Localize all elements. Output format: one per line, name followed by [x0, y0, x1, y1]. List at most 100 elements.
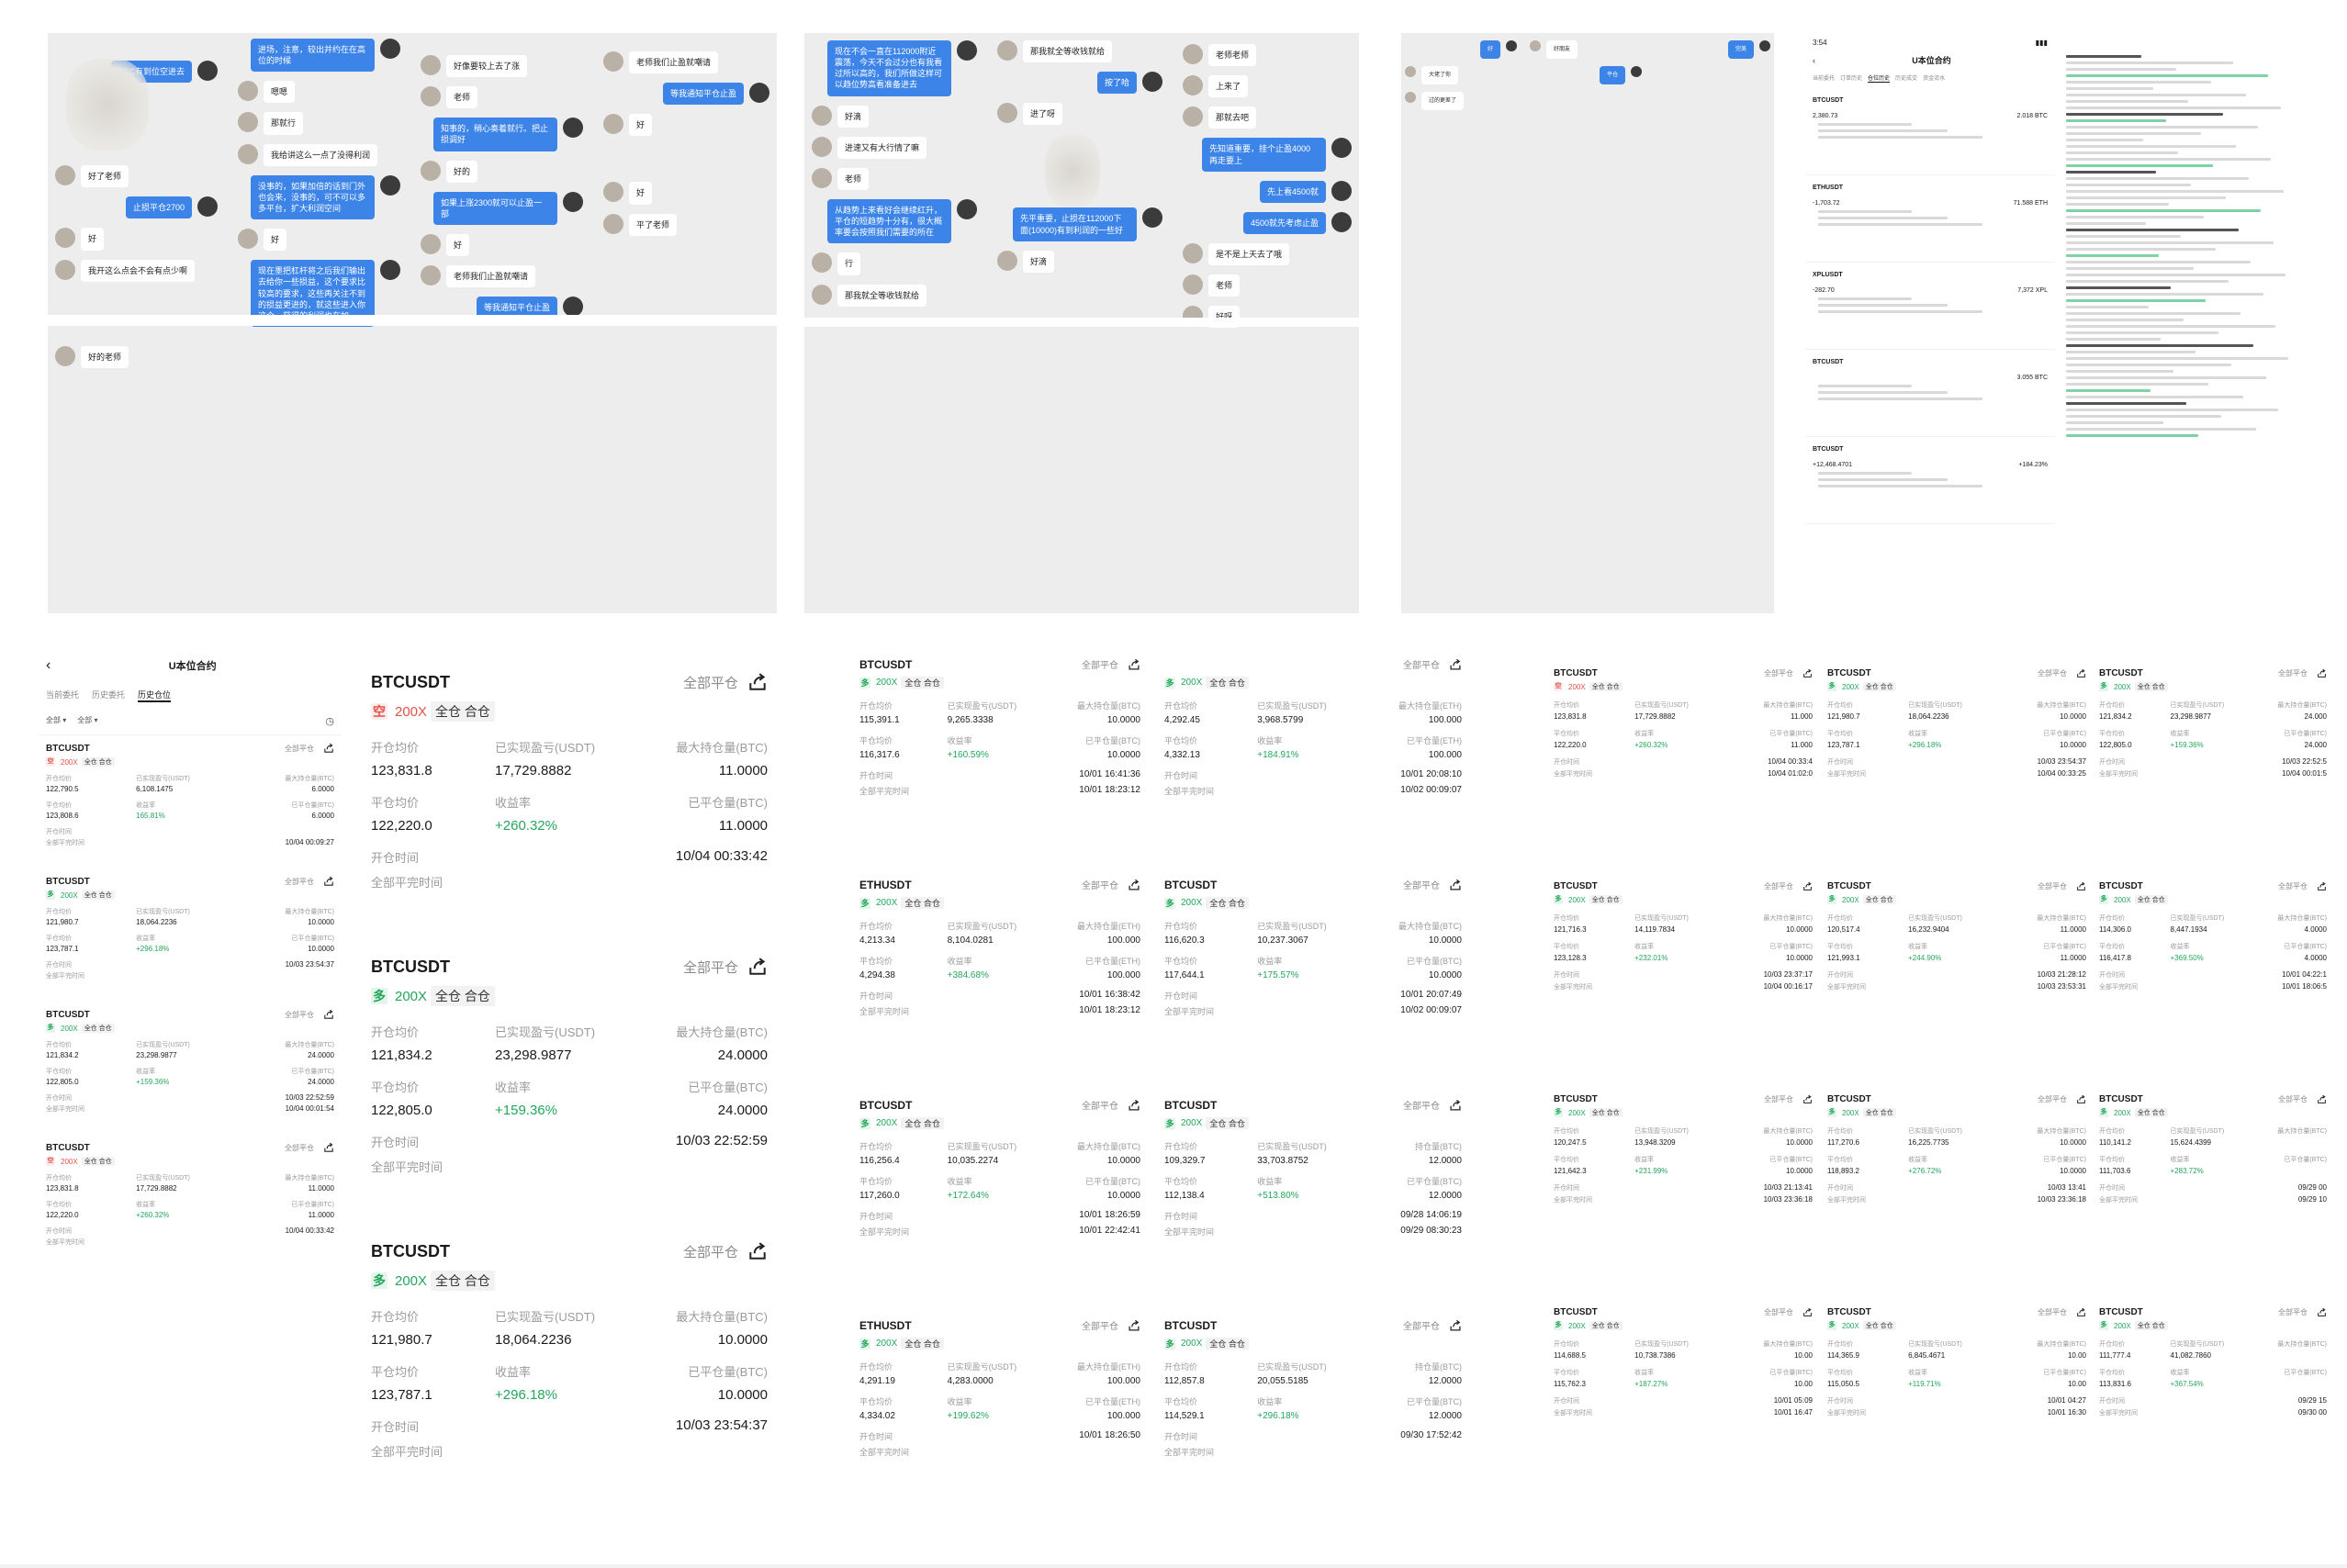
- label-close-time: 全部平完时间: [1827, 771, 1866, 778]
- stats-row: 平仓均价 收益率 已平仓量(BTC) 111,703.6 +283.72%: [2099, 1155, 2327, 1175]
- share-icon[interactable]: [323, 1009, 334, 1020]
- long-badge: 多: [46, 1024, 55, 1033]
- position-row[interactable]: ETHUSDT -1,703.72 71.588 ETH: [1805, 175, 2055, 263]
- clock-icon[interactable]: ◷: [325, 716, 334, 727]
- share-icon[interactable]: [747, 957, 768, 977]
- close-all-button[interactable]: 全部平仓: [1764, 668, 1813, 678]
- avg-open-price: 123,831.8: [46, 1184, 79, 1193]
- share-icon[interactable]: [1802, 881, 1813, 891]
- avg-close-price: 4,294.38: [859, 970, 895, 980]
- max-hold-amount: 10.0000: [717, 1332, 768, 1348]
- position-row[interactable]: XPLUSDT -282.70 7,372 XPL: [1805, 263, 2055, 350]
- share-icon[interactable]: [2317, 668, 2327, 678]
- position-row[interactable]: BTCUSDT +12,468.4701 +184.23%: [1805, 437, 2055, 524]
- close-all-button[interactable]: 全部平仓: [683, 957, 768, 977]
- share-icon[interactable]: [2317, 1094, 2327, 1104]
- share-icon[interactable]: [2076, 1307, 2086, 1317]
- close-all-button[interactable]: 全部平仓: [2278, 668, 2327, 678]
- bottom-divider: [0, 1564, 2347, 1568]
- share-icon[interactable]: [1128, 879, 1140, 891]
- leverage-label: 200X: [876, 678, 898, 688]
- tab-trade-history[interactable]: 历史成交: [1895, 76, 1918, 82]
- close-all-button[interactable]: 全部平仓: [1082, 657, 1140, 671]
- tab-history-positions[interactable]: 历史仓位: [138, 689, 172, 702]
- tab-position-history[interactable]: 仓位历史: [1868, 73, 1891, 83]
- close-all-button[interactable]: 全部平仓: [2038, 1307, 2086, 1317]
- position-row[interactable]: BTCUSDT 2,380.73 2.018 BTC: [1805, 88, 2055, 175]
- tab-history-orders[interactable]: 历史委托: [92, 690, 126, 700]
- leverage-label: 200X: [2114, 682, 2131, 691]
- label-avg-close: 平仓均价: [1554, 944, 1579, 950]
- message-row: 上来了: [1183, 75, 1352, 98]
- max-hold-amount: 10.0000: [2060, 1138, 2086, 1147]
- label-avg-close: 平仓均价: [2099, 1370, 2125, 1376]
- close-all-button[interactable]: 全部平仓: [285, 876, 334, 887]
- share-icon[interactable]: [747, 672, 768, 692]
- share-icon[interactable]: [1802, 1094, 1813, 1104]
- share-icon[interactable]: [1128, 658, 1140, 671]
- share-icon[interactable]: [2076, 881, 2086, 891]
- label-avg-open: 开仓均价: [1827, 702, 1853, 709]
- share-icon[interactable]: [323, 1142, 334, 1153]
- tab-current-orders[interactable]: 当前委托: [46, 690, 80, 700]
- open-time-row: 开仓时间 10/01 16:41:36: [859, 769, 1140, 781]
- close-all-button[interactable]: 全部平仓: [285, 1009, 334, 1020]
- close-all-button[interactable]: 全部平仓: [1403, 657, 1462, 671]
- close-all-button[interactable]: 全部平仓: [1082, 1318, 1140, 1332]
- roi-value: +260.32%: [495, 818, 557, 834]
- close-all-button[interactable]: 全部平仓: [1403, 1318, 1462, 1332]
- close-all-button[interactable]: 全部平仓: [1403, 1098, 1462, 1112]
- label-max-hold: 最大持仓量(BTC): [285, 1175, 334, 1182]
- share-icon[interactable]: [1128, 1099, 1140, 1112]
- back-icon[interactable]: ‹: [1813, 55, 1815, 65]
- tab-order-history[interactable]: 订单历史: [1840, 76, 1863, 82]
- closed-amount: 10.0000: [1786, 1167, 1813, 1175]
- share-icon[interactable]: [323, 876, 334, 887]
- close-all-button[interactable]: 全部平仓: [683, 1241, 768, 1261]
- close-all-button[interactable]: 全部平仓: [1764, 881, 1813, 891]
- avg-open-price: 4,213.34: [859, 935, 895, 946]
- position-card: ETHUSDT 全部平仓多 200X 全仓 合仓 开仓均价 已实现盈亏(USDT) 最大持仓…: [854, 868, 1146, 1089]
- close-all-button[interactable]: 全部平仓: [2278, 1094, 2327, 1104]
- label-close-time: 全部平完时间: [859, 1227, 910, 1237]
- share-icon[interactable]: [2317, 1307, 2327, 1317]
- close-all-button[interactable]: 全部平仓: [1082, 878, 1140, 891]
- status-time: 3:54: [1813, 39, 1827, 47]
- message-row: 进速又有大行情了嘛: [812, 136, 977, 159]
- share-icon[interactable]: [2076, 1094, 2086, 1104]
- close-all-button[interactable]: 全部平仓: [1082, 1098, 1140, 1112]
- close-all-button[interactable]: 全部平仓: [2038, 1094, 2086, 1104]
- share-icon[interactable]: [1802, 668, 1813, 678]
- open-time-row: 开仓时间 10/01 20:07:49: [1164, 990, 1462, 1002]
- close-all-button[interactable]: 全部平仓: [285, 743, 334, 754]
- share-icon[interactable]: [1449, 1319, 1462, 1332]
- share-icon[interactable]: [1449, 1099, 1462, 1112]
- share-icon[interactable]: [2076, 668, 2086, 678]
- close-all-button[interactable]: 全部平仓: [1764, 1094, 1813, 1104]
- close-all-button[interactable]: 全部平仓: [1403, 878, 1462, 891]
- tab-funding[interactable]: 资金流水: [1923, 76, 1946, 82]
- close-all-label: 全部平仓: [1082, 1322, 1118, 1332]
- share-icon[interactable]: [747, 1241, 768, 1261]
- close-all-button[interactable]: 全部平仓: [683, 672, 768, 692]
- share-icon[interactable]: [1449, 879, 1462, 891]
- back-button[interactable]: ‹: [46, 657, 51, 673]
- filter-direction[interactable]: 全部 ▾: [77, 716, 98, 724]
- close-all-button[interactable]: 全部平仓: [285, 1142, 334, 1153]
- filter-symbol[interactable]: 全部 ▾: [46, 716, 67, 724]
- close-all-button[interactable]: 全部平仓: [1764, 1307, 1813, 1317]
- close-all-button[interactable]: 全部平仓: [2038, 881, 2086, 891]
- position-row[interactable]: BTCUSDT 3.055 BTC: [1805, 350, 2055, 437]
- share-icon[interactable]: [1802, 1307, 1813, 1317]
- share-icon[interactable]: [2317, 881, 2327, 891]
- close-all-button[interactable]: 全部平仓: [2278, 1307, 2327, 1317]
- share-icon[interactable]: [1449, 658, 1462, 671]
- tab-current-orders[interactable]: 当前委托: [1813, 76, 1836, 82]
- close-all-button[interactable]: 全部平仓: [2038, 668, 2086, 678]
- share-icon[interactable]: [323, 743, 334, 754]
- share-icon[interactable]: [1128, 1319, 1140, 1332]
- close-all-button[interactable]: 全部平仓: [2278, 881, 2327, 891]
- open-time: 09/28 14:06:19: [1400, 1210, 1462, 1220]
- position-size: 71.588 ETH: [2013, 200, 2048, 207]
- open-time-row: 开仓时间 10/04 00:33:42: [371, 848, 768, 866]
